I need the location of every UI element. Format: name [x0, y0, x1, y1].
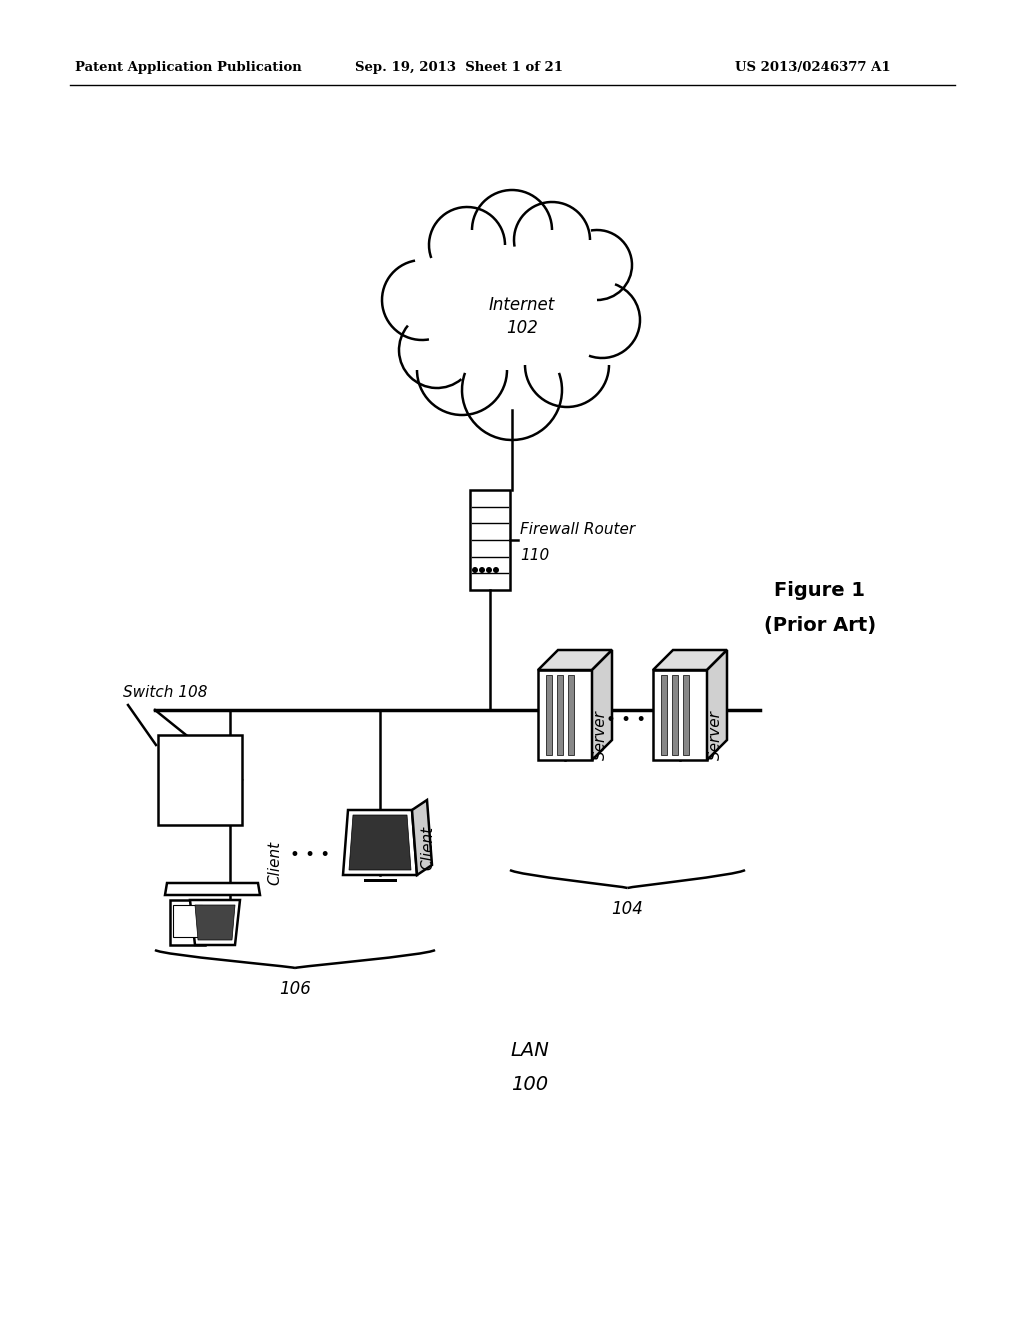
Polygon shape	[653, 649, 727, 671]
Text: • • •: • • •	[290, 846, 330, 865]
Text: Server: Server	[593, 710, 607, 760]
Circle shape	[432, 319, 512, 400]
Text: 102: 102	[506, 319, 538, 337]
Polygon shape	[662, 675, 667, 755]
Polygon shape	[538, 649, 612, 671]
Text: US 2013/0246377 A1: US 2013/0246377 A1	[735, 62, 891, 74]
Text: • • •: • • •	[606, 711, 646, 729]
Polygon shape	[707, 649, 727, 760]
Circle shape	[397, 246, 467, 315]
Polygon shape	[170, 900, 205, 945]
Text: 104: 104	[611, 900, 643, 917]
Circle shape	[507, 255, 617, 366]
Text: Sep. 19, 2013  Sheet 1 of 21: Sep. 19, 2013 Sheet 1 of 21	[355, 62, 563, 74]
Circle shape	[557, 246, 627, 315]
Polygon shape	[568, 675, 574, 755]
Text: Client: Client	[267, 841, 283, 884]
Text: 100: 100	[511, 1076, 549, 1094]
Polygon shape	[158, 735, 242, 825]
Polygon shape	[173, 906, 202, 937]
Polygon shape	[470, 490, 510, 590]
Text: Patent Application Publication: Patent Application Publication	[75, 62, 302, 74]
Text: Server: Server	[708, 710, 723, 760]
Polygon shape	[343, 810, 417, 875]
Polygon shape	[190, 900, 240, 945]
Text: 106: 106	[280, 979, 311, 998]
Polygon shape	[195, 906, 234, 940]
Circle shape	[479, 568, 485, 573]
Circle shape	[407, 255, 517, 366]
Circle shape	[442, 260, 582, 400]
Polygon shape	[592, 649, 612, 760]
Circle shape	[452, 210, 572, 330]
Text: LAN: LAN	[511, 1040, 550, 1060]
Polygon shape	[349, 814, 411, 870]
Polygon shape	[672, 675, 678, 755]
Text: Internet: Internet	[488, 296, 555, 314]
Polygon shape	[412, 800, 432, 875]
Polygon shape	[165, 883, 260, 895]
Circle shape	[493, 568, 499, 573]
Polygon shape	[557, 675, 563, 755]
Circle shape	[486, 568, 492, 573]
Text: (Prior Art): (Prior Art)	[764, 615, 877, 635]
Circle shape	[472, 568, 478, 573]
Circle shape	[512, 319, 592, 400]
Text: Switch 108: Switch 108	[123, 685, 208, 700]
Text: Firewall Router: Firewall Router	[520, 523, 635, 537]
Polygon shape	[538, 671, 592, 760]
Circle shape	[474, 197, 550, 273]
Text: Figure 1: Figure 1	[774, 581, 865, 599]
Polygon shape	[683, 675, 689, 755]
Polygon shape	[546, 675, 552, 755]
Polygon shape	[653, 671, 707, 760]
Text: Client: Client	[421, 826, 435, 870]
Text: 110: 110	[520, 548, 549, 562]
